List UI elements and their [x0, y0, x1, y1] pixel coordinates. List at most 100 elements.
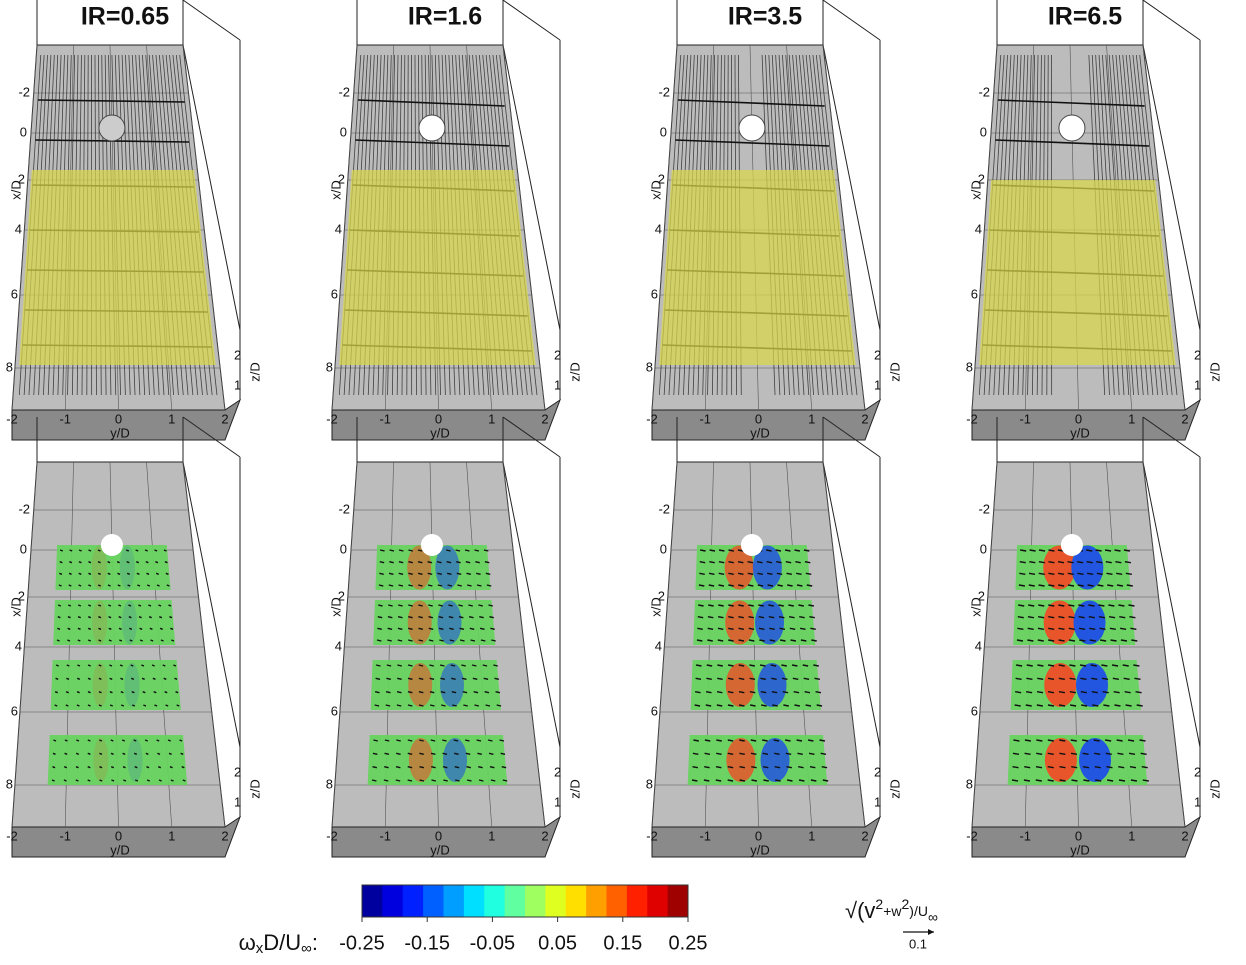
- vector-arrow: [164, 550, 167, 551]
- vector-arrow: [396, 767, 400, 768]
- vector-arrow: [1101, 665, 1107, 666]
- vector-arrow: [169, 753, 172, 754]
- vector-arrow: [821, 753, 826, 754]
- vector-arrow: [60, 562, 63, 563]
- vector-arrow: [430, 692, 434, 693]
- vector-arrow: [706, 705, 711, 706]
- vector-arrow: [98, 562, 101, 563]
- z-tick-label: 1: [554, 794, 561, 809]
- vector-arrow: [110, 705, 113, 706]
- colorbar-band: [484, 885, 505, 917]
- vector-arrow: [438, 585, 442, 586]
- x-tick-label: 4: [975, 638, 982, 653]
- vector-arrow: [1086, 550, 1092, 551]
- vector-arrow: [157, 585, 160, 586]
- vector-arrow: [430, 678, 434, 679]
- vector-arrow: [790, 628, 795, 629]
- vector-arrow: [99, 705, 102, 706]
- panel-title: IR=3.5: [728, 3, 802, 31]
- vector-arrow: [123, 753, 126, 754]
- y-tick-label: 0: [755, 411, 762, 426]
- vector-arrow: [740, 780, 745, 781]
- vector-arrow: [100, 780, 103, 781]
- vector-arrow: [1128, 605, 1134, 606]
- x-tick-label: 8: [6, 776, 13, 791]
- vector-arrow: [111, 753, 114, 754]
- vector-arrow: [143, 692, 146, 693]
- vorticity-plane: [51, 660, 181, 710]
- vector-arrow: [419, 767, 423, 768]
- panel: -2-1012y/D-202468x/D12z/D: [646, 0, 903, 440]
- vector-arrow: [429, 628, 433, 629]
- vector-arrow: [455, 780, 459, 781]
- vector-arrow: [776, 550, 781, 551]
- vector-arrow: [1141, 753, 1147, 754]
- vector-reference-part: )/U: [909, 903, 928, 919]
- x-axis-label: x/D: [968, 597, 983, 617]
- vector-arrow: [700, 550, 705, 551]
- vector-arrow: [1038, 628, 1044, 629]
- vector-arrow: [1108, 605, 1114, 606]
- vector-arrow: [793, 678, 798, 679]
- x-tick-label: -2: [978, 84, 990, 99]
- vorticity-plane: [371, 660, 501, 710]
- vector-arrow: [127, 562, 130, 563]
- x-tick-label: 8: [326, 359, 333, 374]
- colorbar-band: [545, 885, 566, 917]
- vector-arrow: [132, 705, 135, 706]
- vector-arrow: [98, 605, 101, 606]
- vector-arrow: [384, 767, 388, 768]
- vector-arrow: [169, 617, 172, 618]
- vector-arrow: [466, 767, 470, 768]
- x-tick-label: 4: [15, 221, 22, 236]
- vector-arrow: [134, 740, 137, 741]
- vortex-negative: [1079, 738, 1111, 782]
- z-tick-label: 1: [554, 377, 561, 392]
- vector-arrow: [758, 585, 763, 586]
- vector-arrow: [1119, 617, 1125, 618]
- vector-arrow: [728, 562, 733, 563]
- vector-arrow: [98, 573, 101, 574]
- vector-arrow: [728, 617, 733, 618]
- vector-arrow: [431, 753, 435, 754]
- vector-arrow: [777, 585, 782, 586]
- vector-arrow: [763, 753, 768, 754]
- vector-arrow: [1079, 617, 1085, 618]
- vector-arrow: [471, 640, 475, 641]
- vector-arrow: [1124, 678, 1130, 679]
- colorbar-band: [607, 885, 628, 917]
- vector-arrow: [397, 692, 401, 693]
- vortex-negative: [755, 601, 784, 645]
- x-tick-label: -2: [18, 84, 30, 99]
- vortex-negative: [1076, 663, 1108, 707]
- vector-arrow: [431, 740, 435, 741]
- vector-arrow: [751, 767, 756, 768]
- vector-arrow: [697, 640, 702, 641]
- vector-arrow: [68, 617, 71, 618]
- vector-arrow: [164, 678, 167, 679]
- vector-arrow: [420, 780, 424, 781]
- x-tick-label: 4: [15, 638, 22, 653]
- vector-arrow: [1018, 617, 1024, 618]
- vector-arrow: [762, 740, 767, 741]
- panel-title: IR=0.65: [81, 3, 169, 31]
- vector-arrow: [380, 562, 384, 563]
- vector-arrow: [123, 767, 126, 768]
- vector-arrow: [759, 628, 764, 629]
- vector-arrow: [140, 640, 143, 641]
- vector-arrow: [119, 617, 122, 618]
- vector-arrow: [1083, 767, 1089, 768]
- vector-arrow: [708, 605, 713, 606]
- vector-arrow: [452, 692, 456, 693]
- vector-arrow: [1079, 640, 1085, 641]
- vector-arrow: [1120, 628, 1126, 629]
- vector-arrow: [440, 665, 444, 666]
- vector-arrow: [146, 753, 149, 754]
- x-tick-label: -2: [978, 501, 990, 516]
- vector-arrow: [468, 605, 472, 606]
- vector-arrow: [1094, 753, 1100, 754]
- colorbar-band: [362, 885, 383, 917]
- vector-arrow: [429, 665, 433, 666]
- vector-arrow: [469, 617, 473, 618]
- vector-arrow: [429, 617, 433, 618]
